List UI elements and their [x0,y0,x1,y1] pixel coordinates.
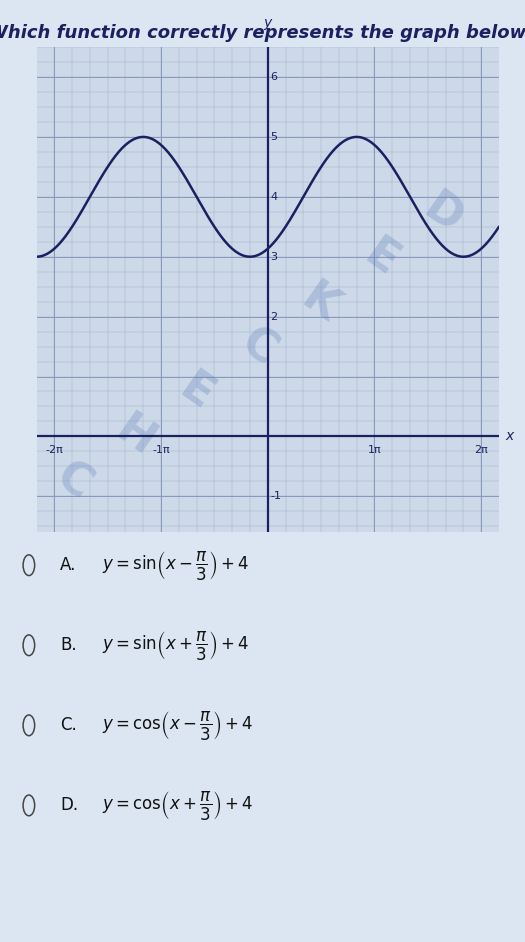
Text: A.: A. [60,556,77,575]
Text: C: C [48,454,99,509]
Text: 2π: 2π [474,446,488,455]
Text: 2: 2 [270,312,278,321]
Text: $y = \cos\!\left(x + \dfrac{\pi}{3}\right) + 4$: $y = \cos\!\left(x + \dfrac{\pi}{3}\righ… [102,788,254,822]
Text: $y = \sin\!\left(x - \dfrac{\pi}{3}\right) + 4$: $y = \sin\!\left(x - \dfrac{\pi}{3}\righ… [102,548,249,582]
Text: $y = \cos\!\left(x - \dfrac{\pi}{3}\right) + 4$: $y = \cos\!\left(x - \dfrac{\pi}{3}\righ… [102,708,254,742]
Text: C: C [233,321,284,375]
Text: C.: C. [60,716,77,735]
Text: 4: 4 [270,192,278,202]
Text: 3: 3 [270,252,278,262]
Text: y: y [264,16,272,30]
Text: 6: 6 [270,72,278,82]
Text: E: E [357,233,406,285]
Text: -1: -1 [270,492,281,501]
Text: E: E [172,366,222,418]
Text: x: x [506,430,514,444]
Text: Which function correctly represents the graph below?: Which function correctly represents the … [0,24,525,41]
Text: B.: B. [60,636,77,655]
Text: H: H [108,409,163,465]
Text: -2π: -2π [46,446,63,455]
Text: K: K [293,276,346,331]
Text: -1π: -1π [152,446,170,455]
Text: D.: D. [60,796,79,815]
Text: 1π: 1π [368,446,381,455]
Text: $y = \sin\!\left(x + \dfrac{\pi}{3}\right) + 4$: $y = \sin\!\left(x + \dfrac{\pi}{3}\righ… [102,628,249,662]
Text: 5: 5 [270,132,278,142]
Text: D: D [416,187,471,243]
